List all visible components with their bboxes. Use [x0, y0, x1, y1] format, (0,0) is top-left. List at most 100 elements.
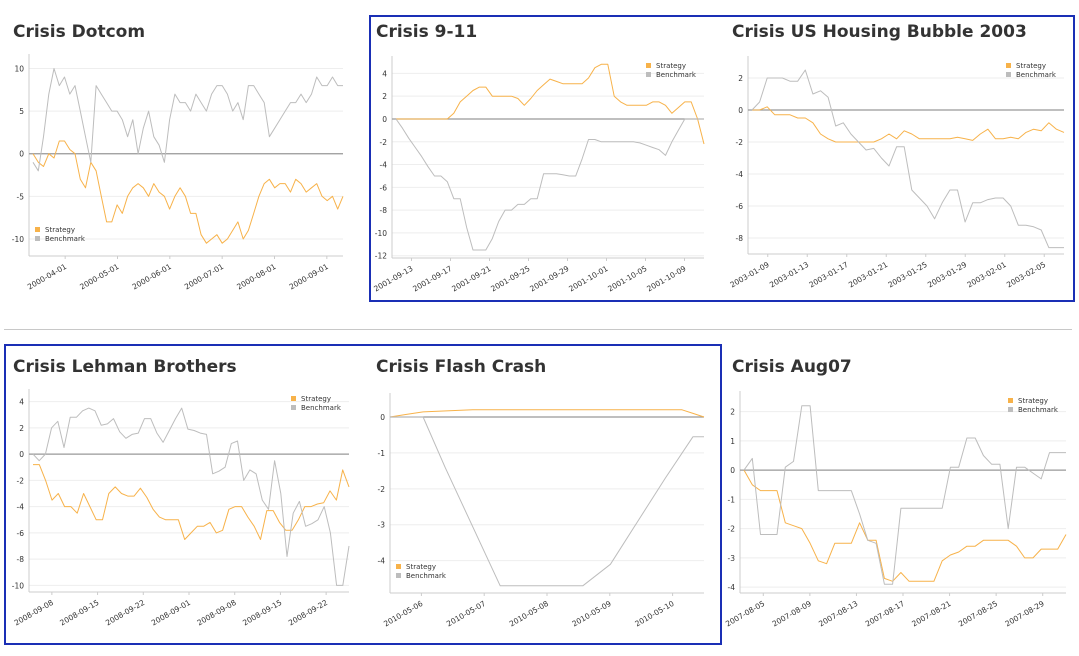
y-tick-label: -10 — [375, 229, 387, 238]
y-tick-label: -8 — [17, 555, 25, 564]
legend-label-benchmark: Benchmark — [301, 404, 342, 412]
x-tick-label: 2003-02-05 — [1005, 260, 1047, 290]
y-tick-label: 1 — [730, 437, 735, 446]
chart-panel-aug07: Crisis Aug07 2 1 0 -1 -2 -3 -4 2007-08-05 2007-0… — [724, 357, 1074, 642]
y-tick-label: -4 — [378, 557, 386, 566]
legend-label-benchmark: Benchmark — [1016, 71, 1057, 79]
x-tick-label: 2001-09-25 — [489, 264, 531, 294]
y-tick-label: -6 — [736, 202, 744, 211]
y-tick-label: -4 — [17, 503, 25, 512]
chart-svg: 10 5 0 -5 -10 2000-04-01 2000-05-01 2000-06-01 2… — [12, 54, 344, 292]
legend-label-strategy: Strategy — [1016, 62, 1046, 70]
chart-panel-flash-crash: Crisis Flash Crash 0 -1 -2 -3 -4 2010-05-06 20… — [368, 357, 723, 642]
x-tick-label: 2008-09-22 — [287, 598, 329, 628]
legend-swatch-benchmark — [291, 405, 296, 410]
series-line-benchmark — [32, 407, 350, 586]
y-tick-label: 2 — [19, 424, 24, 433]
chart-panel-lehman: Crisis Lehman Brothers 4 2 0 -2 -4 -6 -8 -10 200… — [5, 357, 360, 642]
legend-swatch-benchmark — [396, 573, 401, 578]
legend-label-benchmark: Benchmark — [1018, 406, 1059, 414]
y-tick-label: 2 — [738, 74, 743, 83]
chart-svg: 0 -1 -2 -3 -4 2010-05-06 2010-05-07 2010-05-08 2… — [378, 393, 705, 629]
x-tick-label: 2007-08-25 — [957, 599, 999, 629]
legend-label-strategy: Strategy — [45, 226, 75, 234]
x-tick-label: 2003-01-29 — [926, 260, 968, 290]
x-tick-label: 2003-01-17 — [807, 260, 849, 290]
y-tick-label: 4 — [19, 398, 24, 407]
legend-label-strategy: Strategy — [1018, 397, 1048, 405]
section-divider — [4, 329, 1072, 330]
series-line-strategy — [752, 106, 1065, 143]
series-line-strategy — [32, 140, 344, 244]
x-tick-label: 2008-09-08 — [195, 598, 237, 628]
legend-swatch-benchmark — [1006, 72, 1011, 77]
x-tick-label: 2007-08-13 — [817, 599, 859, 629]
y-tick-label: -4 — [728, 583, 736, 592]
series-line-strategy — [396, 63, 705, 145]
y-tick-label: -1 — [728, 495, 736, 504]
x-tick-label: 2000-04-01 — [26, 262, 68, 292]
legend-swatch-strategy — [35, 227, 40, 232]
x-tick-label: 2001-09-21 — [450, 264, 492, 294]
y-tick-label: -10 — [12, 235, 24, 244]
x-tick-label: 2003-01-21 — [847, 260, 889, 290]
x-tick-label: 2001-10-01 — [567, 264, 609, 294]
y-tick-label: 10 — [14, 65, 24, 74]
y-tick-label: 0 — [730, 466, 735, 475]
x-tick-label: 2001-09-29 — [528, 264, 570, 294]
y-tick-label: -8 — [736, 234, 744, 243]
legend-label-strategy: Strategy — [656, 62, 686, 70]
x-tick-label: 2003-02-01 — [965, 260, 1007, 290]
series-line-benchmark — [390, 416, 704, 587]
legend-swatch-strategy — [1008, 398, 1013, 403]
y-tick-label: -12 — [375, 252, 387, 261]
y-tick-label: -3 — [378, 521, 386, 530]
y-tick-label: -8 — [380, 206, 388, 215]
series-line-strategy — [743, 469, 1067, 582]
x-tick-label: 2003-01-09 — [728, 260, 770, 290]
legend-label-strategy: Strategy — [301, 395, 331, 403]
y-tick-label: -2 — [17, 476, 25, 485]
x-tick-label: 2007-08-21 — [910, 599, 952, 629]
chart-svg: 2 0 -2 -4 -6 -8 2003-01-092003-01-132003-01-17… — [728, 56, 1065, 290]
y-tick-label: -5 — [17, 192, 25, 201]
y-tick-label: 5 — [19, 107, 24, 116]
x-tick-label: 2010-05-08 — [508, 599, 550, 629]
chart-title: Crisis Lehman Brothers — [13, 357, 237, 377]
y-tick-label: -6 — [17, 529, 25, 538]
y-tick-label: -3 — [728, 554, 736, 563]
series-line-benchmark — [32, 68, 343, 172]
x-tick-label: 2003-01-25 — [886, 260, 928, 290]
x-tick-label: 2007-08-09 — [771, 599, 813, 629]
legend-swatch-benchmark — [646, 72, 651, 77]
legend-swatch-strategy — [646, 63, 651, 68]
chart-panel-housing-bubble: Crisis US Housing Bubble 2003 2 0 -2 -4 -6 -8… — [724, 22, 1074, 302]
x-tick-label: 2000-08-01 — [235, 262, 277, 292]
x-tick-label: 2008-09-15 — [241, 598, 283, 628]
legend-swatch-benchmark — [1008, 407, 1013, 412]
x-tick-label: 2000-06-01 — [131, 262, 173, 292]
chart-title: Crisis Dotcom — [13, 22, 146, 42]
x-tick-label: 2000-07-01 — [183, 262, 225, 292]
y-tick-label: 0 — [738, 106, 743, 115]
legend-swatch-benchmark — [35, 236, 40, 241]
y-tick-label: -2 — [728, 525, 736, 534]
y-tick-label: 0 — [19, 150, 24, 159]
chart-title: Crisis 9-11 — [376, 22, 478, 42]
series-line-benchmark — [751, 69, 1064, 249]
y-tick-label: -1 — [378, 449, 386, 458]
x-tick-label: 2010-05-06 — [382, 599, 424, 629]
y-tick-label: -2 — [380, 138, 388, 147]
chart-svg: 420-2-4-6-8-10-122001-09-132001-09-17200… — [372, 56, 705, 294]
y-tick-label: -4 — [380, 161, 388, 170]
y-tick-label: -10 — [12, 581, 24, 590]
x-tick-label: 2008-09-15 — [58, 598, 100, 628]
legend-swatch-strategy — [291, 396, 296, 401]
x-tick-label: 2001-09-13 — [372, 264, 414, 294]
x-tick-label: 2001-10-05 — [606, 264, 648, 294]
y-tick-label: -2 — [378, 485, 386, 494]
legend-label-benchmark: Benchmark — [45, 235, 86, 243]
x-tick-label: 2010-05-07 — [445, 599, 487, 629]
